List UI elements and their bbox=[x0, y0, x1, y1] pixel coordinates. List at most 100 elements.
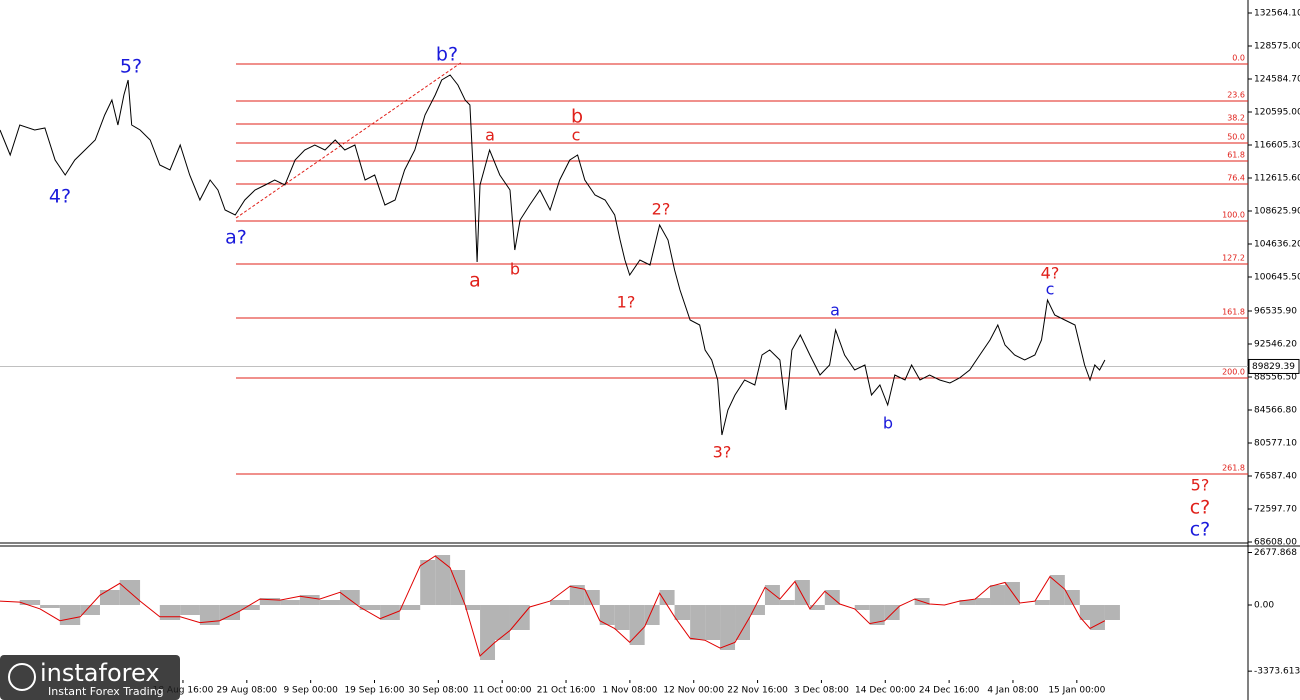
y-tick-label: 116605.30 bbox=[1254, 141, 1300, 151]
oscillator-bar bbox=[509, 605, 530, 630]
x-tick-label: 12 Nov 00:00 bbox=[663, 686, 724, 696]
price-line bbox=[0, 74, 1106, 436]
y-tick-label: 104636.20 bbox=[1254, 240, 1300, 250]
wave-label: a bbox=[485, 126, 495, 145]
oscillator-bar bbox=[690, 605, 706, 640]
fib-label: 127.2 bbox=[1222, 254, 1245, 263]
y-tick-label: 120595.00 bbox=[1254, 108, 1300, 118]
watermark-tagline: Instant Forex Trading bbox=[48, 685, 164, 698]
oscillator-bar bbox=[199, 605, 220, 625]
wave-label: c bbox=[1046, 280, 1055, 299]
y-tick-label: 108625.90 bbox=[1254, 207, 1300, 217]
oscillator-bar bbox=[884, 605, 900, 620]
oscillator-bar bbox=[735, 605, 750, 640]
oscillator-bar bbox=[749, 605, 765, 615]
fib-label: 161.8 bbox=[1222, 307, 1245, 316]
oscillator-bar bbox=[794, 580, 810, 605]
x-tick-label: 18 Aug 16:00 bbox=[153, 686, 214, 696]
y-tick-label: 124584.70 bbox=[1254, 75, 1300, 85]
y-tick-label: 100645.50 bbox=[1254, 273, 1300, 283]
y-tick-label: 68608.00 bbox=[1254, 537, 1297, 547]
oscillator-bar bbox=[629, 605, 645, 645]
oscillator-bar bbox=[779, 600, 795, 605]
oscillator-bar bbox=[1064, 590, 1080, 605]
current-price-box bbox=[1248, 358, 1300, 374]
wave-label: a bbox=[469, 270, 481, 292]
oscillator-bar bbox=[569, 585, 585, 605]
oscillator-bar bbox=[674, 605, 691, 620]
oscillator-bar bbox=[869, 605, 885, 625]
x-tick-label: 30 Sep 08:00 bbox=[408, 686, 468, 696]
watermark: instaforex Instant Forex Trading bbox=[0, 655, 180, 700]
oscillator-bar bbox=[975, 598, 991, 605]
x-tick-label: 19 Sep 16:00 bbox=[344, 686, 404, 696]
y-tick-label: 96535.90 bbox=[1254, 307, 1297, 317]
oscillator-bar bbox=[959, 600, 976, 605]
x-tick-label: 1 Nov 08:00 bbox=[602, 686, 657, 696]
fib-label: 76.4 bbox=[1227, 174, 1245, 183]
wave-label: b bbox=[510, 260, 520, 279]
oscillator-bar bbox=[1079, 605, 1090, 620]
oscillator-bar bbox=[1049, 575, 1065, 605]
signal-line bbox=[0, 555, 1106, 657]
oscillator-bar bbox=[99, 590, 120, 605]
oscillator-bar bbox=[420, 560, 436, 605]
fib-label: 100.0 bbox=[1222, 210, 1245, 219]
oscillator-bar bbox=[1104, 605, 1120, 620]
y-tick-label: 84566.80 bbox=[1254, 405, 1297, 415]
wave-label: b? bbox=[436, 44, 458, 66]
x-tick-label: 11 Oct 00:00 bbox=[473, 686, 532, 696]
oscillator-bar bbox=[854, 605, 870, 610]
y-tick-label: 88556.50 bbox=[1254, 372, 1297, 382]
watermark-brand: instaforex bbox=[40, 659, 160, 687]
y-tick-label: 72597.70 bbox=[1254, 504, 1297, 514]
oscillator-bar bbox=[159, 605, 181, 620]
oscillator-bar bbox=[299, 595, 320, 605]
wave-label: c? bbox=[1190, 497, 1211, 519]
oscillator-bar bbox=[240, 605, 260, 610]
oscillator-bar bbox=[990, 585, 1005, 605]
oscillator-bar bbox=[480, 605, 496, 660]
oscillator-bar bbox=[465, 605, 481, 610]
x-tick-label: 22 Nov 16:00 bbox=[727, 686, 788, 696]
oscillator-bar bbox=[180, 605, 200, 615]
wave-label: 2? bbox=[652, 200, 671, 219]
fib-label: 261.8 bbox=[1222, 463, 1245, 472]
oscillator-bar bbox=[495, 605, 510, 640]
oscillator-bar bbox=[19, 600, 41, 605]
oscillator-bar bbox=[319, 600, 340, 605]
y-tick-label: 132564.10 bbox=[1254, 9, 1300, 19]
wave-label: 4? bbox=[1041, 264, 1060, 283]
wave-label: 3? bbox=[713, 443, 732, 462]
x-tick-label: 21 Oct 16:00 bbox=[537, 686, 596, 696]
x-tick-label: 15 Jan 00:00 bbox=[1048, 686, 1105, 696]
oscillator-bar bbox=[764, 585, 780, 605]
y-tick-label: 76587.40 bbox=[1254, 471, 1297, 481]
y-tick-label: 112615.60 bbox=[1254, 174, 1300, 184]
wave-label: b bbox=[571, 106, 583, 128]
x-tick-label: 9 Sep 00:00 bbox=[283, 686, 338, 696]
y-tick-label: -3373.613 bbox=[1254, 667, 1300, 677]
fib-label: 61.8 bbox=[1227, 151, 1245, 160]
y-tick-label: 2677.868 bbox=[1254, 548, 1297, 558]
wave-label: c bbox=[572, 126, 581, 145]
x-tick-label: 4 Jan 08:00 bbox=[987, 686, 1039, 696]
oscillator-bar bbox=[59, 605, 81, 625]
fib-label: 0.0 bbox=[1232, 54, 1245, 63]
x-tick-label: 29 Aug 08:00 bbox=[216, 686, 277, 696]
oscillator-bar bbox=[359, 605, 381, 610]
oscillator-bar bbox=[644, 605, 660, 625]
oscillator-bar bbox=[705, 605, 721, 640]
wave-label: b bbox=[883, 414, 893, 433]
oscillator-bar bbox=[219, 605, 241, 620]
oscillator-bar bbox=[280, 600, 300, 605]
x-tick-label: 24 Dec 16:00 bbox=[919, 686, 980, 696]
oscillator-bar bbox=[1034, 600, 1050, 605]
current-price-label: 89829.39 bbox=[1252, 362, 1295, 372]
oscillator-bar bbox=[550, 600, 570, 605]
wave-label: a bbox=[830, 301, 840, 320]
oscillator-bar bbox=[614, 605, 630, 630]
wave-label: 5? bbox=[120, 56, 142, 78]
